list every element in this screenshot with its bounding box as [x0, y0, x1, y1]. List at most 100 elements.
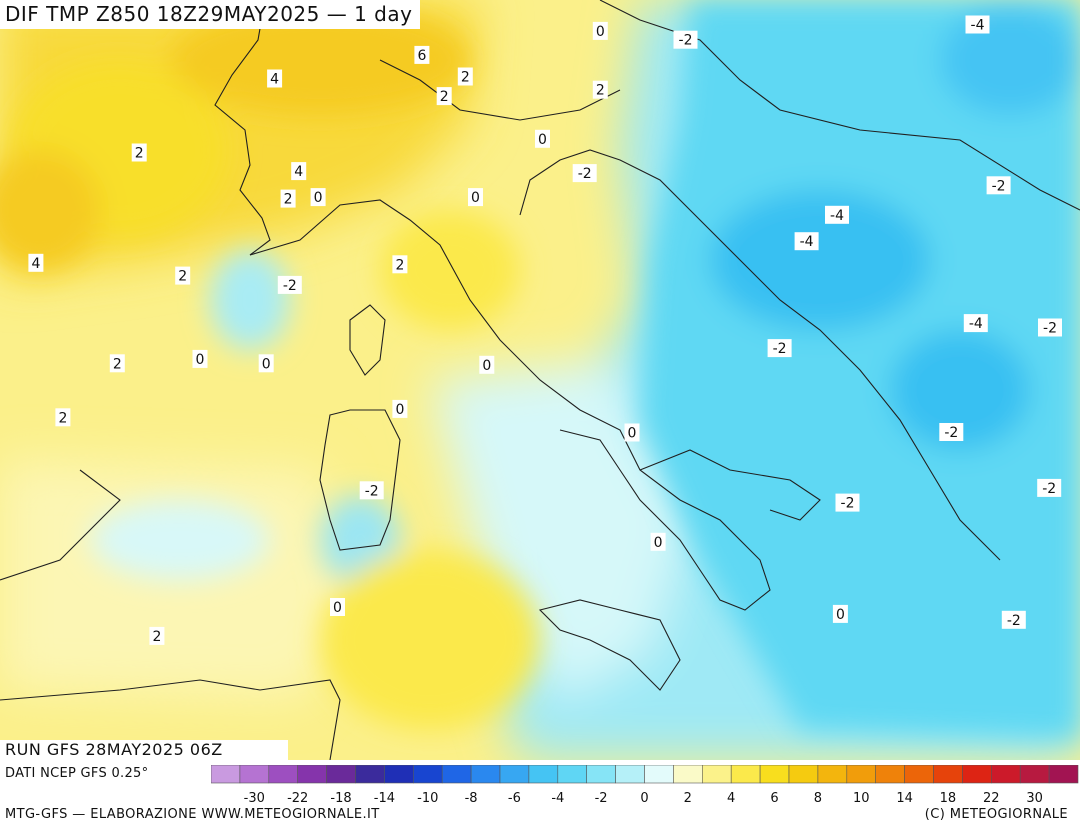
- contour-label: 0: [592, 21, 608, 40]
- contour-label: 2: [109, 354, 125, 373]
- contour-label: 2: [55, 408, 71, 427]
- contour-label: 0: [330, 598, 345, 616]
- contour-label: -2: [277, 275, 302, 294]
- contour-label: 4: [291, 162, 307, 181]
- scale-swatch: [413, 765, 443, 784]
- scale-swatch: [788, 765, 819, 784]
- contour-label-text: 2: [440, 89, 449, 105]
- scale-tick-label: 14: [896, 791, 913, 805]
- contour-label: -2: [359, 481, 384, 500]
- scale-swatch: [239, 765, 270, 784]
- contour-label: -2: [572, 164, 597, 183]
- anomaly-field: [0, 0, 1080, 760]
- contour-label-text: -2: [1042, 481, 1056, 497]
- contour-label: 2: [149, 626, 165, 645]
- scale-swatch: [470, 765, 501, 784]
- contour-label: -4: [965, 15, 990, 34]
- contour-label-text: 0: [196, 352, 205, 368]
- contour-label-background: [109, 354, 125, 373]
- contour-label-background: [28, 253, 44, 272]
- contour-label-text: 0: [262, 356, 271, 372]
- contour-label-text: -2: [578, 166, 592, 182]
- run-label: RUN GFS 28MAY2025 06Z: [0, 740, 288, 760]
- contour-label-background: [1037, 478, 1062, 497]
- contour-label: 0: [468, 188, 483, 207]
- contour-label: 0: [258, 354, 274, 373]
- contour-label-background: [535, 129, 550, 148]
- contour-label: 4: [28, 253, 44, 272]
- contour-label-background: [592, 80, 608, 99]
- credit-right: (C) METEOGIORNALE: [924, 807, 1068, 822]
- contour-label-text: -2: [944, 425, 958, 441]
- scale-swatch: [586, 765, 616, 784]
- contour-label-background: [414, 45, 430, 64]
- contour-label-text: 2: [113, 356, 122, 372]
- contour-label: -2: [986, 176, 1011, 195]
- contour-label-text: -4: [830, 208, 844, 224]
- scale-swatch: [499, 765, 530, 784]
- contour-label-background: [1001, 610, 1026, 629]
- scale-swatch: [211, 765, 241, 784]
- scale-tick-label: 8: [814, 791, 822, 805]
- contour-label: 0: [832, 604, 848, 623]
- contour-label-text: 0: [538, 132, 547, 148]
- contour-label-text: 2: [178, 269, 187, 285]
- contour-label: 0: [310, 188, 326, 207]
- contour-label-background: [436, 87, 452, 106]
- scale-tick-label: -10: [417, 791, 438, 805]
- color-scale: -30 -22 -18 -14 -10 -8 -6 -4 -2 0 2 4 6 8 10 14 18 22 30: [211, 765, 1079, 805]
- contour-label-background: [55, 408, 71, 427]
- scale-swatch: [701, 765, 732, 784]
- contour-label-text: -4: [971, 18, 985, 34]
- contour-label: 2: [280, 189, 296, 208]
- scale-swatch: [904, 765, 934, 784]
- scale-swatch: [268, 765, 298, 784]
- contour-label-text: 0: [628, 426, 637, 442]
- contour-label: -4: [963, 314, 988, 333]
- contour-label-text: 2: [284, 192, 293, 208]
- contour-label: 2: [436, 87, 452, 106]
- scale-tick-label: -18: [330, 791, 351, 805]
- contour-label-background: [330, 598, 345, 616]
- contour-label-text: 4: [294, 164, 303, 180]
- contour-label-text: -2: [773, 341, 787, 357]
- contour-label-text: 0: [333, 600, 342, 616]
- contour-label: 0: [535, 129, 550, 148]
- credit-left: MTG-GFS — ELABORAZIONE WWW.METEOGIORNALE…: [5, 807, 380, 822]
- contour-label-background: [986, 176, 1011, 195]
- contour-label-text: -2: [1007, 613, 1021, 629]
- scale-swatch: [384, 765, 414, 784]
- scale-tick-label: -4: [551, 791, 564, 805]
- contour-label: 0: [650, 532, 666, 551]
- contour-label-background: [965, 15, 990, 34]
- scale-tick-label: 30: [1026, 791, 1043, 805]
- contour-label-background: [175, 266, 191, 285]
- contour-label-text: 6: [417, 48, 426, 64]
- contour-label-background: [457, 67, 473, 86]
- contour-label-background: [149, 626, 165, 645]
- scale-swatch: [759, 765, 790, 784]
- contour-label-background: [673, 30, 698, 49]
- contour-label-text: 0: [654, 535, 663, 551]
- contour-label-background: [192, 349, 208, 368]
- contour-label: 0: [479, 355, 495, 374]
- contour-label: -2: [1037, 478, 1062, 497]
- contour-label-background: [392, 255, 408, 274]
- contour-label-text: -4: [800, 234, 814, 250]
- contour-label-background: [832, 604, 848, 623]
- scale-swatch: [730, 765, 761, 784]
- contour-label-background: [277, 275, 302, 294]
- contour-label-background: [131, 143, 147, 162]
- contour-label: -2: [835, 493, 860, 512]
- contour-label-text: -4: [969, 316, 983, 332]
- contour-label: -4: [825, 205, 849, 224]
- scale-tick-label: 18: [940, 791, 957, 805]
- scale-swatch: [557, 765, 587, 784]
- scale-swatch: [962, 765, 992, 784]
- scale-swatch: [933, 765, 963, 784]
- scale-swatch: [441, 765, 472, 784]
- coastlines: [0, 0, 1080, 760]
- contour-label-text: 2: [395, 257, 404, 273]
